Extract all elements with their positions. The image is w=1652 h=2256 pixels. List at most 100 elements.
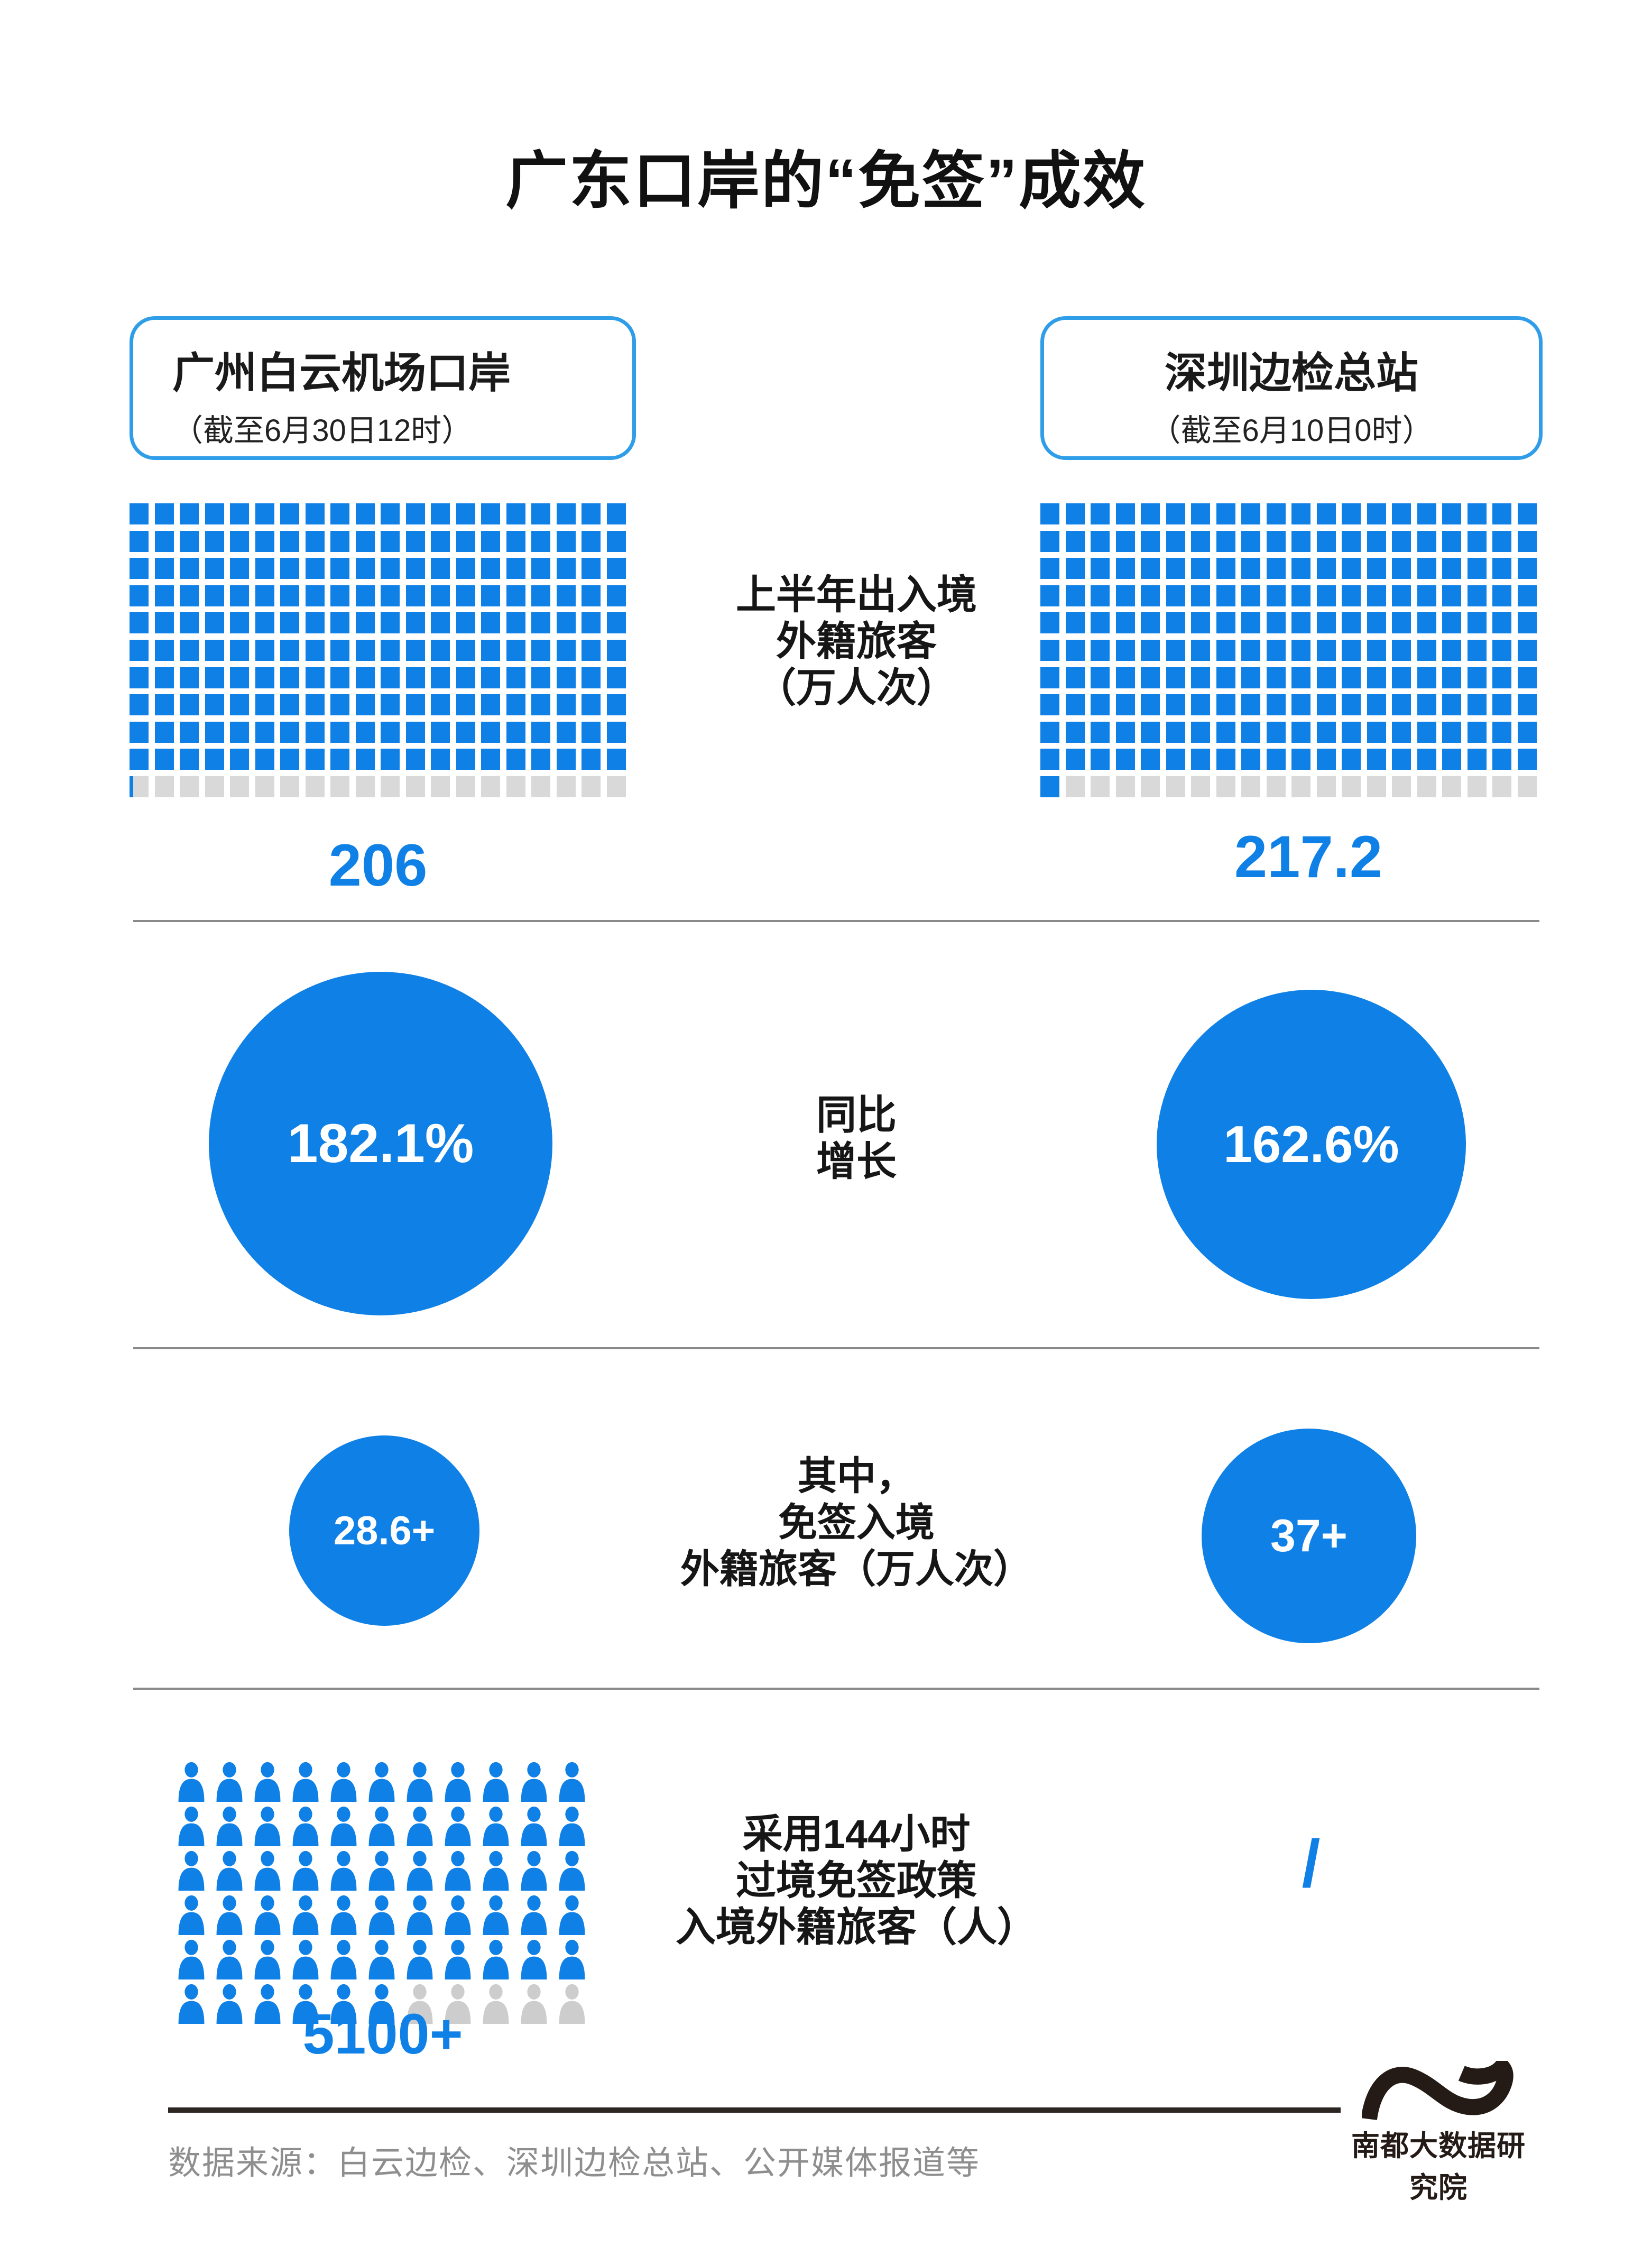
waffle-cell (330, 721, 349, 743)
person-icon-gray (517, 1984, 551, 2024)
person-icon (213, 1806, 246, 1846)
waffle-cell (1141, 776, 1160, 797)
waffle-cell (1040, 558, 1059, 579)
waffle-cell (582, 639, 601, 661)
waffle-cell (230, 503, 249, 524)
person-icon (441, 1762, 475, 1802)
waffle-cell (405, 749, 425, 770)
waffle-cell (1492, 667, 1511, 688)
waffle-cell (1392, 558, 1411, 579)
waffle-cell (506, 639, 525, 661)
waffle-cell (154, 721, 174, 743)
person-icon (479, 1762, 513, 1802)
waffle-cell (506, 503, 525, 524)
waffle-cell (305, 694, 325, 716)
waffle-cell (1442, 612, 1461, 634)
waffle-cell (582, 667, 601, 688)
waffle-cell (456, 585, 475, 606)
waffle-cell (1065, 503, 1085, 524)
waffle-cell (1517, 639, 1537, 661)
waffle-cell (1241, 776, 1260, 797)
waffle-cell (305, 749, 325, 770)
waffle-cell (1191, 639, 1210, 661)
waffle-cell (1467, 667, 1487, 688)
waffle-cell (1467, 694, 1487, 716)
waffle-cell (1241, 639, 1260, 661)
waffle-cell (1266, 694, 1286, 716)
person-icon (365, 1984, 399, 2024)
waffle-cell (1191, 667, 1210, 688)
waffle-cell (305, 639, 325, 661)
waffle-cell (130, 776, 149, 797)
waffle-cell (1241, 558, 1260, 579)
waffle-cell (280, 776, 299, 797)
waffle-cell (330, 776, 349, 797)
waffle-cell (1467, 776, 1487, 797)
waffle-cell (180, 639, 199, 661)
waffle-cell (531, 612, 550, 634)
waffle-cell (481, 667, 500, 688)
left-visa-free-value: 28.6+ (333, 1508, 436, 1553)
waffle-cell (1291, 639, 1310, 661)
waffle-cell (1115, 749, 1135, 770)
waffle-cell (180, 558, 199, 579)
page-title: 广东口岸的“免签”成效 (505, 146, 1147, 216)
waffle-cell (1442, 694, 1461, 716)
waffle-cell (1492, 558, 1511, 579)
waffle-cell (481, 503, 500, 524)
waffle-cell (1091, 639, 1110, 661)
waffle-cell (1141, 558, 1160, 579)
person-icon (327, 1895, 361, 1935)
waffle-cell (405, 558, 425, 579)
waffle-cell (381, 503, 400, 524)
waffle-cell (431, 558, 450, 579)
waffle-cell (180, 530, 199, 552)
waffle-cell (381, 612, 400, 634)
waffle-cell (230, 530, 249, 552)
waffle-cell (1216, 612, 1235, 634)
waffle-cell (1166, 503, 1185, 524)
waffle-cell (1266, 749, 1286, 770)
waffle-cell (1442, 749, 1461, 770)
waffle-cell (205, 558, 224, 579)
left-visa-free-circle: 28.6+ (289, 1435, 479, 1626)
waffle-cell (230, 558, 249, 579)
waffle-cell (481, 721, 500, 743)
waffle-cell (405, 503, 425, 524)
waffle-cell (305, 585, 325, 606)
waffle-cell (230, 694, 249, 716)
waffle-cell (381, 585, 400, 606)
waffle-cell (180, 694, 199, 716)
waffle-cell (1216, 667, 1235, 688)
waffle-cell (1141, 639, 1160, 661)
waffle-cell (180, 503, 199, 524)
person-icon (479, 1806, 513, 1846)
waffle-cell (1091, 721, 1110, 743)
waffle-cell (456, 639, 475, 661)
person-icon (517, 1806, 551, 1846)
waffle-cell (1091, 776, 1110, 797)
waffle-cell (355, 694, 375, 716)
waffle-cell (556, 639, 576, 661)
waffle-cell (255, 558, 274, 579)
waffle-cell (1392, 530, 1411, 552)
waffle-cell (1367, 776, 1386, 797)
waffle-cell (1191, 721, 1210, 743)
waffle-cell (1065, 585, 1085, 606)
waffle-cell (1115, 639, 1135, 661)
waffle-cell (154, 530, 174, 552)
waffle-cell (1166, 612, 1185, 634)
waffle-cell (531, 558, 550, 579)
person-icon (403, 1850, 437, 1891)
person-icon (251, 1895, 284, 1935)
waffle-cell (1191, 558, 1210, 579)
waffle-cell (506, 721, 525, 743)
waffle-cell (381, 530, 400, 552)
waffle-cell (255, 721, 274, 743)
waffle-cell (1492, 776, 1511, 797)
waffle-cell (1115, 721, 1135, 743)
left-port-asof: （截至6月30日12时） (172, 413, 473, 448)
waffle-cell (154, 639, 174, 661)
waffle-cell (1216, 776, 1235, 797)
waffle-cell (582, 612, 601, 634)
